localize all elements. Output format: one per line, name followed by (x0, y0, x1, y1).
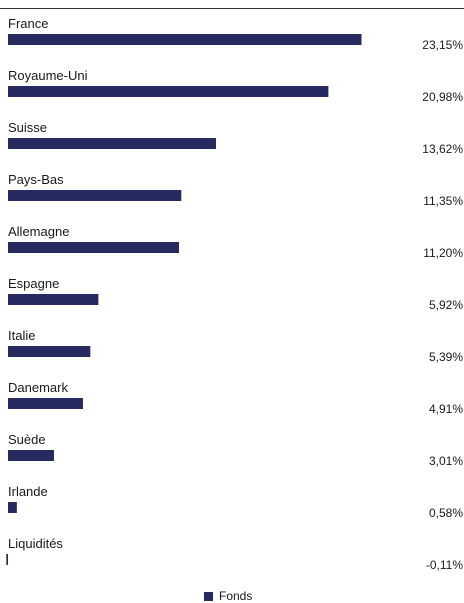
category-label: Danemark (8, 380, 68, 395)
bar (8, 138, 216, 149)
value-label: 13,62% (422, 142, 463, 156)
category-label: Allemagne (8, 224, 70, 239)
value-label: 11,35% (423, 194, 463, 208)
bar (8, 86, 329, 97)
legend-label: Fonds (219, 589, 253, 603)
bar (8, 346, 91, 357)
value-label: 0,58% (428, 506, 463, 520)
category-label: Liquidités (8, 536, 63, 551)
category-label: Royaume-Uni (8, 68, 88, 83)
category-label: Pays-Bas (8, 172, 64, 187)
value-label: 4,91% (428, 402, 463, 416)
bar (8, 242, 180, 253)
value-label: -0,11% (425, 558, 463, 572)
bar (6, 554, 8, 565)
value-label: 23,15% (422, 38, 463, 52)
category-label: Suède (8, 432, 46, 447)
bar (8, 34, 362, 45)
bar (8, 294, 99, 305)
legend: Fonds (204, 589, 252, 603)
legend-swatch (204, 591, 213, 601)
category-label: Irlande (8, 484, 48, 499)
category-label: Espagne (8, 276, 60, 291)
bar (8, 398, 83, 409)
value-label: 3,01% (428, 454, 463, 468)
category-label: Suisse (8, 120, 48, 135)
value-label: 5,92% (428, 298, 463, 312)
bar (8, 502, 17, 513)
value-label: 20,98% (422, 90, 463, 104)
value-label: 11,20% (423, 246, 463, 260)
value-label: 5,39% (428, 350, 463, 364)
category-label: France (8, 16, 49, 31)
category-label: Italie (8, 328, 36, 343)
bar (8, 190, 182, 201)
bar (8, 450, 54, 461)
